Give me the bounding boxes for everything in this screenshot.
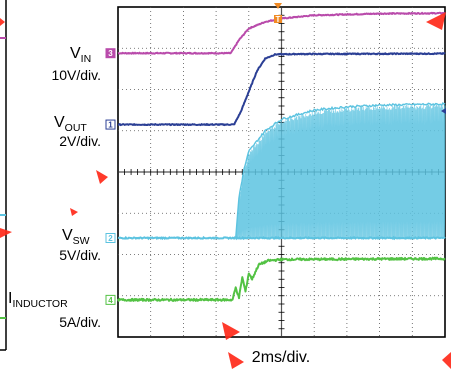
channel-marker-label: 1: [108, 121, 113, 130]
vsw-label: VSW: [62, 227, 90, 247]
channel-marker-2: 2: [105, 233, 116, 243]
vsw-switching-envelope: [235, 104, 446, 239]
channel-marker-4: 4: [105, 294, 116, 305]
watermark-strokes: [0, 12, 451, 369]
vin-scale: 10V/div.: [51, 67, 101, 83]
vsw-scale: 5V/div.: [59, 247, 101, 263]
channel-marker-label: 4: [108, 296, 113, 305]
channel-marker-label: 3: [108, 49, 113, 58]
right-edge-marker: [441, 108, 446, 114]
vsw-envelope-top: [235, 101, 446, 239]
vout-label: VOUT: [54, 114, 87, 134]
channel-markers: 3 1 2 4: [105, 48, 116, 305]
iind-trace: [117, 256, 446, 302]
channel-marker-label: 2: [108, 234, 113, 243]
channel-marker-1: 1: [105, 119, 116, 130]
vout-scale: 2V/div.: [59, 133, 101, 149]
trigger-arrow: [274, 3, 282, 9]
channel-marker-3: 3: [105, 48, 116, 59]
svg-text:T: T: [276, 15, 281, 24]
inductor-label: IINDUCTOR: [8, 290, 68, 310]
vout-trace: [117, 52, 446, 127]
inductor-scale: 5A/div.: [59, 314, 101, 330]
trigger-marker: T: [274, 15, 282, 24]
x-axis-label: 2ms/div.: [252, 349, 310, 366]
vin-label: VIN: [70, 45, 91, 65]
